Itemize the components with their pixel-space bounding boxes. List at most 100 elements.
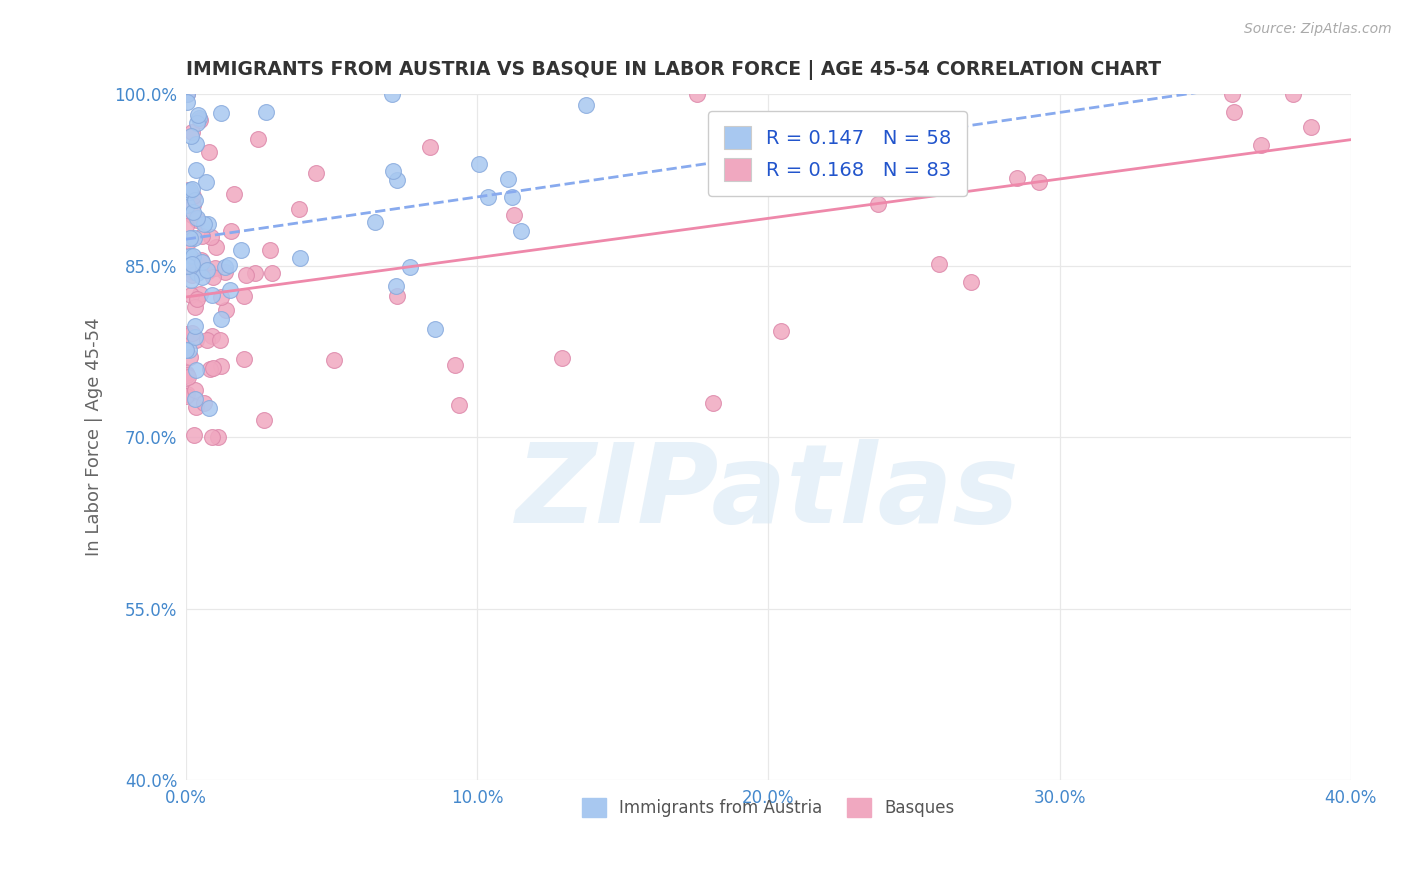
Point [174, 343, 197, 357]
Point [184, 363, 207, 377]
Point [364, 215, 387, 229]
Point [186, 211, 208, 226]
Point [575, 97, 598, 112]
Point [423, 322, 446, 336]
Point [195, 334, 218, 348]
Point [179, 249, 201, 263]
Point [443, 358, 465, 372]
Point [186, 116, 208, 130]
Point [179, 351, 201, 365]
Point [176, 87, 198, 101]
Point [183, 330, 205, 344]
Point [209, 106, 232, 120]
Point [207, 429, 229, 443]
Point [179, 234, 201, 248]
Point [183, 193, 205, 207]
Point [384, 279, 406, 293]
Point [176, 368, 198, 383]
Point [177, 260, 200, 274]
Point [209, 334, 232, 348]
Point [176, 87, 198, 101]
Point [509, 224, 531, 238]
Point [387, 289, 409, 303]
Point [231, 243, 253, 257]
Point [174, 389, 197, 403]
Point [190, 252, 212, 267]
Point [181, 326, 204, 340]
Point [960, 275, 983, 289]
Point [498, 172, 520, 186]
Point [184, 392, 207, 407]
Point [707, 122, 730, 136]
Point [260, 266, 283, 280]
Point [399, 260, 422, 275]
Point [181, 125, 204, 139]
Point [381, 87, 404, 101]
Point [468, 157, 491, 171]
Point [243, 265, 266, 279]
Point [201, 328, 224, 343]
Text: IMMIGRANTS FROM AUSTRIA VS BASQUE IN LABOR FORCE | AGE 45-54 CORRELATION CHART: IMMIGRANTS FROM AUSTRIA VS BASQUE IN LAB… [186, 60, 1161, 79]
Point [191, 229, 214, 244]
Legend: Immigrants from Austria, Basques: Immigrants from Austria, Basques [575, 791, 960, 823]
Point [179, 343, 201, 358]
Point [233, 351, 256, 366]
Point [253, 413, 276, 427]
Point [183, 300, 205, 314]
Point [184, 383, 207, 397]
Point [209, 311, 232, 326]
Point [176, 198, 198, 212]
Point [686, 87, 709, 101]
Point [186, 212, 208, 227]
Point [219, 224, 242, 238]
Point [181, 265, 204, 279]
Point [188, 111, 211, 125]
Point [181, 257, 204, 271]
Point [191, 270, 214, 285]
Point [181, 198, 204, 212]
Point [449, 398, 471, 412]
Point [176, 366, 198, 380]
Point [1005, 170, 1028, 185]
Point [194, 175, 217, 189]
Point [181, 268, 204, 282]
Point [177, 369, 200, 384]
Point [204, 261, 226, 276]
Y-axis label: In Labor Force | Age 45-54: In Labor Force | Age 45-54 [86, 318, 103, 557]
Point [195, 263, 218, 277]
Point [184, 333, 207, 347]
Point [866, 197, 889, 211]
Point [1223, 105, 1246, 120]
Point [928, 257, 950, 271]
Point [776, 163, 799, 178]
Point [233, 289, 256, 303]
Point [323, 353, 346, 368]
Point [198, 401, 221, 415]
Point [381, 164, 404, 178]
Point [201, 360, 224, 375]
Point [209, 290, 232, 304]
Point [702, 395, 724, 409]
Point [222, 187, 245, 202]
Point [769, 324, 792, 338]
Point [181, 182, 204, 196]
Point [1028, 175, 1050, 189]
Point [1301, 120, 1323, 135]
Point [180, 288, 202, 302]
Point [191, 255, 214, 269]
Point [183, 231, 205, 245]
Point [188, 113, 211, 128]
Point [219, 283, 242, 297]
Point [254, 105, 277, 120]
Point [184, 163, 207, 178]
Text: ZIPatlas: ZIPatlas [516, 439, 1021, 546]
Point [186, 293, 208, 307]
Point [198, 145, 221, 159]
Point [176, 185, 198, 199]
Point [186, 266, 208, 280]
Point [204, 240, 226, 254]
Point [1250, 137, 1272, 152]
Point [1282, 87, 1305, 101]
Point [180, 273, 202, 287]
Text: Source: ZipAtlas.com: Source: ZipAtlas.com [1244, 22, 1392, 37]
